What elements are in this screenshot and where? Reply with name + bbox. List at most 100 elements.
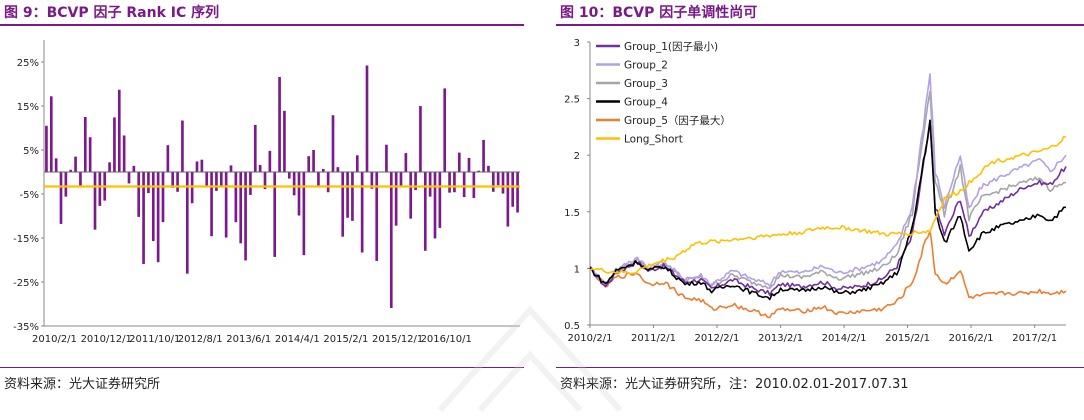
ic-bar xyxy=(118,90,121,172)
chart-legend: Group_1(因子最小)Group_2Group_3Group_4Group_… xyxy=(596,41,731,146)
ic-bar xyxy=(361,172,364,253)
series-line-6 xyxy=(590,137,1066,274)
left-y-tick-label: -15% xyxy=(13,234,39,245)
ic-bar xyxy=(269,151,272,172)
ic-bar xyxy=(298,172,301,216)
ic-bar xyxy=(244,172,247,260)
right-y-tick-label: 1.5 xyxy=(564,208,580,219)
ic-bar xyxy=(405,153,408,172)
ic-bar xyxy=(351,172,354,221)
ic-bar xyxy=(225,172,228,238)
ic-bar xyxy=(181,121,184,172)
ic-bar xyxy=(239,172,242,243)
ic-bar xyxy=(45,126,48,172)
ic-bar xyxy=(50,96,53,172)
ic-bar xyxy=(409,172,412,219)
ic-bar xyxy=(201,160,204,172)
ic-bar xyxy=(419,106,422,172)
ic-bar xyxy=(482,140,485,172)
left-x-tick-label: 2014/4/1 xyxy=(275,334,320,345)
right-x-tick-label: 2017/2/1 xyxy=(1012,333,1057,344)
ic-bar xyxy=(473,172,476,198)
right-y-tick-label: 2 xyxy=(574,151,580,162)
ic-bar xyxy=(395,172,398,226)
ic-bar xyxy=(439,172,442,228)
ic-bar xyxy=(390,172,393,308)
ic-bar xyxy=(205,172,208,186)
ic-bar xyxy=(79,172,82,187)
ic-bar xyxy=(147,172,150,193)
ic-bar xyxy=(249,172,252,195)
ic-bar xyxy=(463,172,466,197)
left-source-text: 资料来源：光大证券研究所 xyxy=(4,373,160,392)
right-y-tick-label: 3 xyxy=(574,38,580,49)
left-y-tick-label: -35% xyxy=(13,322,39,333)
ic-bar xyxy=(366,66,369,172)
left-y-tick-label: 5% xyxy=(23,146,39,157)
ic-bar xyxy=(235,172,238,222)
ic-bar xyxy=(307,156,310,172)
ic-bar xyxy=(273,172,276,257)
right-x-tick-label: 2014/2/1 xyxy=(822,333,867,344)
ic-bar xyxy=(458,153,461,172)
ic-bar xyxy=(94,172,97,230)
ic-bar xyxy=(400,172,403,187)
left-y-tick-label: -5% xyxy=(20,190,39,201)
series-line-4 xyxy=(590,120,1066,299)
right-y-tick-label: 1 xyxy=(574,264,580,275)
ic-bar xyxy=(89,137,92,172)
legend-label: Group_1(因子最小) xyxy=(624,41,718,53)
ic-bar xyxy=(468,158,471,172)
ic-bar xyxy=(303,172,306,255)
ic-bar xyxy=(283,111,286,172)
ic-bar xyxy=(375,172,378,261)
legend-label: Long_Short xyxy=(624,134,683,146)
ic-bar xyxy=(84,117,87,172)
ic-bar xyxy=(448,172,451,193)
ic-bar xyxy=(346,172,349,218)
legend-label: Group_5（因子最大） xyxy=(624,114,731,127)
right-title-rule xyxy=(556,24,1084,26)
ic-bar xyxy=(123,135,126,172)
ic-bar xyxy=(74,157,77,172)
ic-bar xyxy=(137,172,140,217)
right-x-tick-label: 2012/2/1 xyxy=(694,333,739,344)
ic-bar xyxy=(210,172,213,236)
ic-bar xyxy=(108,162,111,172)
left-y-tick-label: 25% xyxy=(17,58,39,69)
right-x-tick-label: 2015/2/1 xyxy=(885,333,930,344)
left-x-tick-label: 2013/6/1 xyxy=(226,334,271,345)
left-y-tick-label: -25% xyxy=(13,278,39,289)
ic-bar xyxy=(502,172,505,194)
ic-bar xyxy=(337,167,340,172)
left-x-tick-label: 2010/12/1 xyxy=(81,334,132,345)
ic-bar xyxy=(259,165,262,172)
ic-bar xyxy=(133,166,136,172)
ic-bar xyxy=(341,172,344,237)
ic-bar xyxy=(443,88,446,172)
ic-bar xyxy=(60,172,63,224)
ic-bar xyxy=(356,155,359,172)
left-x-tick-label: 2015/12/1 xyxy=(372,334,423,345)
left-y-axis: 25% 15% 5% -5% -15% -25% -35% xyxy=(13,40,44,333)
ic-bar xyxy=(516,172,519,212)
legend-label: Group_3 xyxy=(624,78,668,90)
ic-bar xyxy=(429,172,432,197)
ic-bar xyxy=(511,172,514,207)
left-y-tick-label: 15% xyxy=(17,102,39,113)
ic-bar xyxy=(317,172,320,187)
legend-label: Group_2 xyxy=(624,60,668,72)
right-y-tick-label: 2.5 xyxy=(564,95,580,106)
ic-bar xyxy=(487,166,490,172)
ic-bar xyxy=(254,125,257,172)
ic-bar xyxy=(65,172,68,197)
left-x-tick-label: 2015/2/1 xyxy=(323,334,368,345)
ic-bar xyxy=(492,172,495,192)
left-x-tick-label: 2012/8/1 xyxy=(178,334,223,345)
ic-bar xyxy=(288,172,291,179)
left-title-rule xyxy=(0,24,524,26)
right-chart-title: 图 10：BCVP 因子单调性尚可 xyxy=(560,2,757,22)
ic-bar xyxy=(196,161,199,172)
right-y-axis: 32.521.510.5 xyxy=(564,38,590,332)
